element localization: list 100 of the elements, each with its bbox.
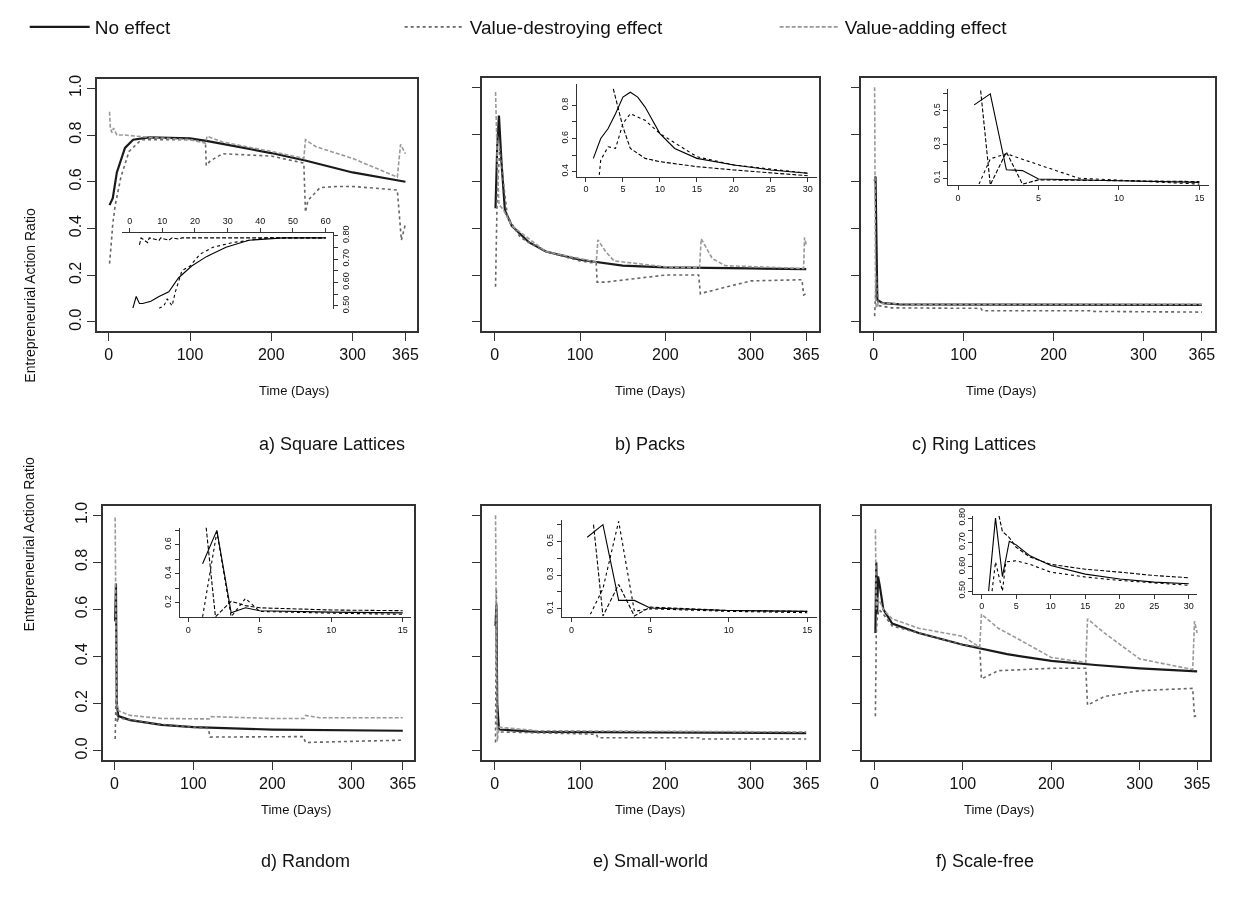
- x-tick-label: 10: [157, 216, 168, 227]
- x-tick-label: 0: [109, 775, 119, 793]
- y-tick-label: 0.1: [931, 170, 942, 184]
- x-tick-label: 300: [338, 775, 365, 793]
- x-tick-label: 10: [1113, 193, 1124, 204]
- y-tick-label: 0.5: [931, 103, 942, 116]
- y-axis-title: Entrepreneurial Action Ratio: [21, 456, 38, 632]
- x-tick-label: 30: [1183, 601, 1194, 612]
- x-axis-title: Time (Days): [615, 383, 686, 398]
- x-tick-label: 5: [647, 625, 653, 636]
- text: c) Ring Lattices: [912, 434, 1037, 454]
- y-tick-label: 0.4: [560, 164, 571, 177]
- x-tick-label: 60: [320, 216, 331, 227]
- y-tick-label: 0.50: [341, 295, 352, 314]
- y-tick-label: 0.0: [66, 308, 84, 331]
- x-tick-label: 200: [259, 775, 286, 793]
- y-tick-label: 0.0: [72, 737, 90, 760]
- x-tick-label: 200: [652, 346, 679, 364]
- y-tick-label: 0.3: [545, 567, 556, 581]
- x-tick-label: 100: [176, 346, 204, 364]
- x-tick-label: 20: [1114, 601, 1125, 612]
- x-tick-label: 100: [180, 775, 207, 793]
- y-tick-label: 0.2: [72, 690, 90, 713]
- y-tick-label: 0.60: [956, 556, 967, 575]
- x-tick-label: 365: [389, 775, 417, 793]
- x-tick-label: 365: [792, 346, 820, 364]
- x-tick-label: 0: [583, 184, 589, 195]
- x-tick-label: 300: [1126, 775, 1154, 793]
- x-tick-label: 15: [1080, 601, 1091, 612]
- text: d) Random: [261, 851, 351, 871]
- text: a) Square Lattices: [259, 434, 406, 454]
- x-tick-label: 5: [1036, 193, 1042, 204]
- y-tick-label: 0.70: [341, 248, 352, 267]
- x-tick-label: 15: [397, 625, 408, 636]
- x-tick-label: 0: [185, 625, 191, 636]
- x-tick-label: 40: [255, 216, 266, 227]
- x-tick-label: 0: [569, 625, 575, 636]
- x-axis-title: Time (Days): [259, 383, 330, 398]
- x-tick-label: 5: [257, 625, 263, 636]
- y-tick-label: 0.8: [72, 548, 90, 572]
- y-axis-title: Entrepreneurial Action Ratio: [22, 208, 39, 383]
- y-tick-label: 0.60: [341, 272, 352, 290]
- legend-label: Value-adding effect: [844, 17, 1008, 39]
- x-tick-label: 10: [723, 625, 734, 636]
- x-tick-label: 200: [652, 775, 679, 793]
- x-tick-label: 300: [737, 775, 765, 793]
- legend-label: No effect: [94, 17, 172, 39]
- x-tick-label: 300: [339, 346, 367, 364]
- x-tick-label: 20: [728, 184, 739, 195]
- y-tick-label: 0.2: [66, 261, 84, 284]
- y-tick-label: 0.8: [560, 97, 571, 111]
- x-tick-label: 10: [1045, 601, 1056, 612]
- y-tick-label: 0.70: [956, 532, 967, 550]
- x-tick-label: 30: [802, 184, 813, 195]
- x-tick-label: 10: [654, 184, 665, 195]
- x-tick-label: 0: [104, 346, 114, 364]
- x-tick-label: 30: [222, 216, 233, 227]
- y-tick-label: 0.6: [560, 130, 571, 144]
- x-axis-title: Time (Days): [261, 802, 332, 817]
- x-tick-label: 300: [737, 346, 765, 364]
- text: b) Packs: [615, 434, 686, 454]
- y-tick-label: 0.2: [163, 595, 174, 608]
- x-tick-label: 15: [802, 625, 813, 636]
- text: e) Small-world: [593, 851, 709, 871]
- x-tick-label: 365: [1183, 775, 1211, 793]
- x-tick-label: 5: [1013, 601, 1019, 612]
- y-tick-label: 0.4: [66, 214, 84, 238]
- x-axis-title: Time (Days): [964, 802, 1035, 817]
- x-tick-label: 20: [189, 216, 200, 227]
- x-tick-label: 100: [566, 346, 594, 364]
- text: f) Scale-free: [936, 851, 1035, 871]
- y-tick-label: 0.8: [66, 121, 84, 144]
- x-tick-label: 15: [1194, 193, 1205, 204]
- y-tick-label: 0.1: [545, 601, 556, 614]
- x-tick-label: 0: [490, 775, 500, 793]
- y-tick-label: 1.0: [66, 74, 84, 98]
- y-tick-label: 0.6: [66, 168, 84, 191]
- x-tick-label: 200: [257, 346, 285, 364]
- y-tick-label: 1.0: [72, 501, 90, 524]
- x-tick-label: 0: [490, 346, 500, 364]
- y-tick-label: 0.80: [341, 225, 352, 243]
- y-tick-label: 0.6: [72, 595, 90, 619]
- x-tick-label: 25: [765, 184, 776, 195]
- x-tick-label: 0: [870, 775, 880, 793]
- x-tick-label: 100: [949, 775, 977, 793]
- y-tick-label: 0.5: [545, 533, 556, 547]
- x-tick-label: 200: [1040, 346, 1067, 364]
- x-axis-title: Time (Days): [966, 383, 1037, 398]
- x-tick-label: 15: [691, 184, 702, 195]
- y-tick-label: 0.3: [931, 136, 942, 150]
- x-tick-label: 50: [287, 216, 298, 227]
- x-tick-label: 0: [955, 193, 961, 204]
- x-tick-label: 0: [127, 216, 133, 227]
- x-tick-label: 25: [1149, 601, 1160, 612]
- legend-label: Value-destroying effect: [469, 17, 663, 39]
- x-tick-label: 5: [620, 184, 626, 195]
- x-tick-label: 200: [1037, 775, 1065, 793]
- y-tick-label: 0.80: [956, 508, 967, 526]
- x-axis-title: Time (Days): [615, 802, 686, 817]
- x-tick-label: 0: [979, 601, 985, 612]
